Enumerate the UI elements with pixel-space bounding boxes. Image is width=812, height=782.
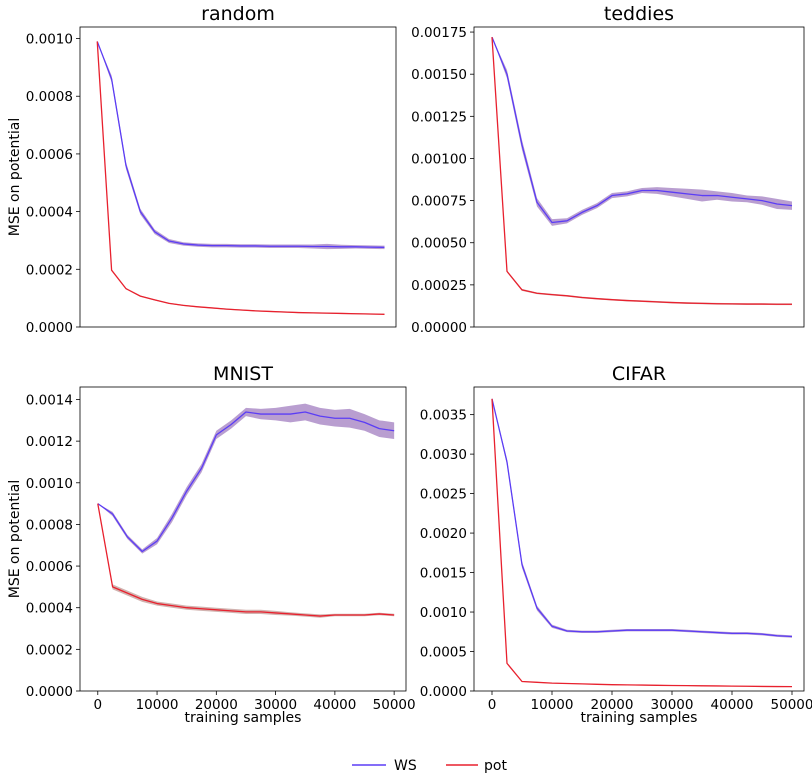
y-tick-label: 0.0008 xyxy=(26,89,73,105)
x-tick-label: 40000 xyxy=(313,697,356,713)
plot-frame xyxy=(473,386,805,692)
x-tick-label: 30000 xyxy=(651,697,694,713)
y-tick-label: 0.0005 xyxy=(420,645,467,661)
y-tick-label: 0.00175 xyxy=(411,25,467,41)
series-line-pot xyxy=(96,41,385,315)
band-pot xyxy=(492,398,792,688)
chart-panel-random: random 0.0000 0.0002 0.0004 0.0006 0.0008 0.00… xyxy=(7,3,397,336)
y-tick-label: 0.0010 xyxy=(420,605,467,621)
y-tick-label: 0.0002 xyxy=(26,642,73,658)
chart-panel-cifar: CIFAR 0.0000 0.0005 0.0010 0.0015 0.0020 0.002… xyxy=(420,363,812,726)
x-tick-label: 50000 xyxy=(373,697,416,713)
y-tick-label: 0.00125 xyxy=(411,109,467,125)
y-tick-label: 0.0008 xyxy=(26,517,73,533)
x-tick-label: 20000 xyxy=(195,697,238,713)
y-tick-label: 0.0010 xyxy=(26,476,73,492)
y-tick-label: 0.0010 xyxy=(26,32,73,48)
series-line-pot xyxy=(491,398,793,688)
band-pot xyxy=(492,37,792,306)
y-tick-label: 0.0006 xyxy=(26,559,73,575)
y-tick-label: 0.0004 xyxy=(26,601,73,617)
x-tick-label: 0 xyxy=(488,697,497,713)
y-tick-label: 0.0004 xyxy=(26,205,73,221)
x-axis-label: training samples xyxy=(185,710,302,726)
y-tick-label: 0.0014 xyxy=(26,392,73,408)
y-axis-label: MSE on potential xyxy=(7,118,23,236)
legend-label-ws: WS xyxy=(394,758,417,774)
series-line-ws xyxy=(97,411,395,553)
x-tick-label: 10000 xyxy=(531,697,574,713)
legend-label-pot: pot xyxy=(484,758,507,774)
y-tick-label: 0.00150 xyxy=(411,67,467,83)
chart-title: random xyxy=(201,3,275,25)
series-line-pot xyxy=(97,503,395,617)
band-ws xyxy=(492,398,792,638)
x-tick-label: 20000 xyxy=(591,697,634,713)
x-tick-label: 10000 xyxy=(136,697,179,713)
x-tick-label: 50000 xyxy=(771,697,812,713)
y-tick-label: 0.0000 xyxy=(26,320,73,336)
y-tick-label: 0.0002 xyxy=(26,262,73,278)
y-tick-label: 0.0012 xyxy=(26,434,73,450)
y-tick-label: 0.0000 xyxy=(420,684,467,700)
y-tick-label: 0.00025 xyxy=(411,278,467,294)
x-tick-label: 30000 xyxy=(254,697,297,713)
y-tick-label: 0.0035 xyxy=(420,408,467,424)
y-tick-label: 0.0015 xyxy=(420,566,467,582)
x-tick-label: 40000 xyxy=(711,697,754,713)
plot-frame xyxy=(79,26,397,328)
series-line-ws xyxy=(491,398,793,638)
band-pot xyxy=(97,41,385,315)
legend: WS pot xyxy=(352,758,507,774)
y-tick-label: 0.00100 xyxy=(411,151,467,167)
plot-frame xyxy=(79,386,407,692)
y-tick-label: 0.0006 xyxy=(26,147,73,163)
y-tick-label: 0.0030 xyxy=(420,447,467,463)
series-line-pot xyxy=(491,37,792,305)
band-pot xyxy=(97,503,395,618)
band-ws xyxy=(97,41,385,250)
y-tick-label: 0.00075 xyxy=(411,194,467,210)
series-line-ws xyxy=(96,41,385,249)
plot-frame xyxy=(473,26,805,328)
x-tick-label: 0 xyxy=(93,697,102,713)
chart-panel-teddies: teddies 0.00000 0.00025 0.00050 0.00075 0.001… xyxy=(411,3,805,336)
y-tick-label: 0.00050 xyxy=(411,236,467,252)
x-axis-label: training samples xyxy=(581,710,698,726)
y-tick-label: 0.00000 xyxy=(411,320,467,336)
y-tick-label: 0.0020 xyxy=(420,526,467,542)
series-line-ws xyxy=(491,36,793,224)
y-tick-label: 0.0000 xyxy=(26,684,73,700)
chart-title: teddies xyxy=(604,3,674,25)
band-ws xyxy=(97,403,395,554)
y-tick-label: 0.0025 xyxy=(420,487,467,503)
y-axis-label: MSE on potential xyxy=(7,480,23,598)
chart-panel-mnist: MNIST 0.0000 0.0002 0.0004 0.0006 0.0008 0.001… xyxy=(7,363,416,726)
chart-title: MNIST xyxy=(213,363,273,385)
band-ws xyxy=(492,37,792,226)
chart-title: CIFAR xyxy=(612,363,666,385)
